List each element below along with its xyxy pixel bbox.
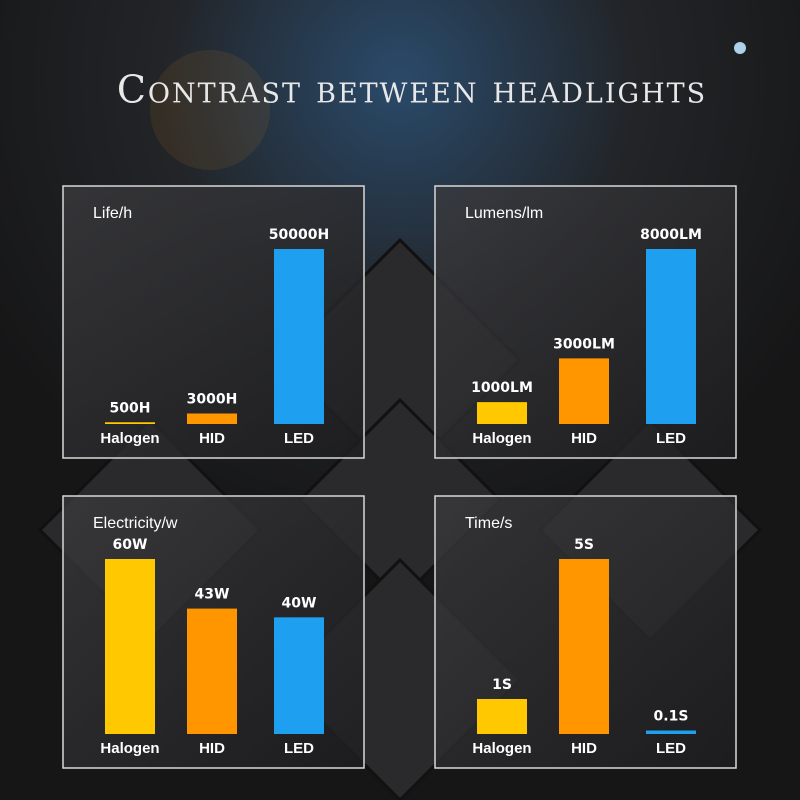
bar (105, 559, 155, 734)
bar (559, 358, 609, 424)
bar (477, 402, 527, 424)
category-label: Halogen (100, 740, 159, 757)
category-label: HID (571, 430, 597, 447)
bar (559, 559, 609, 734)
value-label: 3000H (187, 392, 238, 408)
category-label: Halogen (472, 740, 531, 757)
panel-title: Lumens/lm (465, 205, 543, 222)
main-title: Contrast between headlights (117, 68, 707, 112)
panel-title: Life/h (93, 205, 132, 222)
bar (646, 249, 696, 424)
value-label: 0.1S (654, 709, 689, 725)
value-label: 50000H (269, 227, 329, 243)
category-label: Halogen (100, 430, 159, 447)
category-label: HID (571, 740, 597, 757)
bar (646, 730, 696, 734)
category-label: Halogen (472, 430, 531, 447)
lens-flare (150, 50, 270, 170)
bar (274, 249, 324, 424)
category-label: LED (656, 430, 686, 447)
category-label: LED (284, 740, 314, 757)
light-spot (734, 42, 746, 54)
value-label: 60W (113, 537, 148, 553)
value-label: 43W (195, 587, 230, 603)
category-label: HID (199, 740, 225, 757)
value-label: 500H (110, 400, 151, 416)
panel-title: Time/s (465, 515, 512, 532)
bar (187, 413, 237, 424)
bar (187, 608, 237, 734)
category-label: HID (199, 430, 225, 447)
value-label: 3000LM (553, 336, 615, 352)
value-label: 40W (282, 595, 317, 611)
category-label: LED (284, 430, 314, 447)
value-label: 5S (574, 537, 594, 553)
bar (105, 422, 155, 424)
value-label: 1S (492, 677, 512, 693)
bar (274, 617, 324, 734)
bar (477, 699, 527, 734)
category-label: LED (656, 740, 686, 757)
panel-title: Electricity/w (93, 515, 178, 532)
value-label: 8000LM (640, 227, 702, 243)
value-label: 1000LM (471, 380, 533, 396)
